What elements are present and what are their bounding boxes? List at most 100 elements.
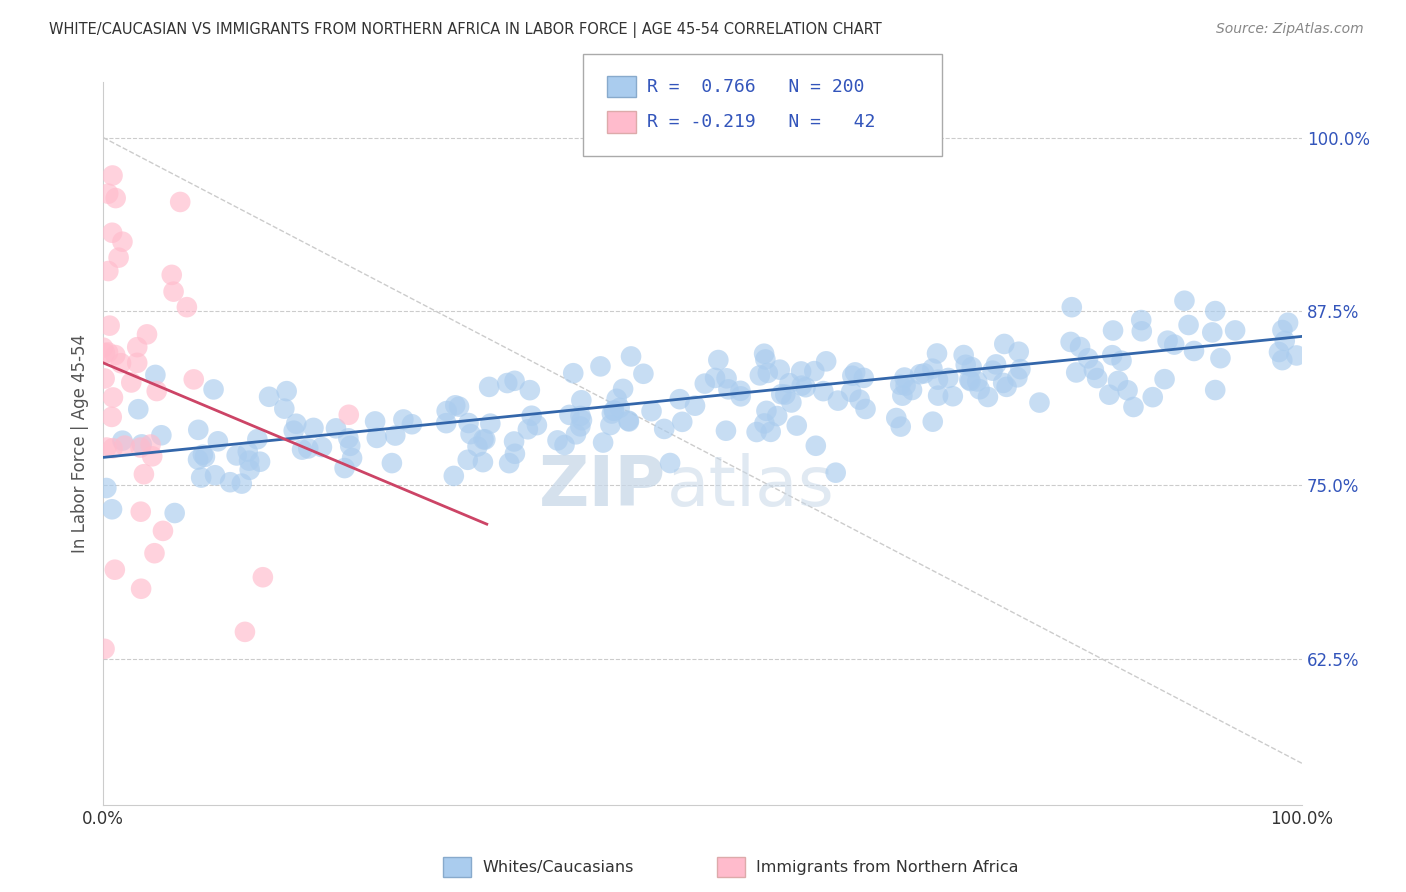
Point bbox=[231, 476, 253, 491]
Point bbox=[754, 417, 776, 431]
Point bbox=[238, 453, 260, 467]
Point bbox=[96, 441, 118, 455]
Point bbox=[803, 364, 825, 378]
Point bbox=[150, 428, 173, 442]
Point bbox=[617, 414, 640, 428]
Point bbox=[93, 641, 115, 656]
Point bbox=[141, 450, 163, 464]
Point bbox=[187, 423, 209, 437]
Point bbox=[447, 400, 470, 414]
Point bbox=[93, 371, 115, 385]
Point bbox=[191, 448, 214, 462]
Point bbox=[603, 404, 626, 418]
Point bbox=[129, 441, 152, 455]
Point bbox=[890, 419, 912, 434]
Point bbox=[995, 380, 1018, 394]
Point bbox=[766, 409, 789, 423]
Point bbox=[993, 337, 1015, 351]
Point bbox=[162, 285, 184, 299]
Point bbox=[101, 502, 124, 516]
Point bbox=[1201, 326, 1223, 340]
Point bbox=[236, 444, 259, 458]
Point bbox=[1130, 313, 1153, 327]
Point bbox=[471, 455, 494, 469]
Point bbox=[1274, 334, 1296, 348]
Point bbox=[714, 424, 737, 438]
Point bbox=[145, 384, 167, 398]
Point bbox=[633, 367, 655, 381]
Point bbox=[969, 382, 991, 396]
Point bbox=[957, 373, 980, 387]
Point bbox=[942, 389, 965, 403]
Point bbox=[1173, 293, 1195, 308]
Point bbox=[786, 418, 808, 433]
Point bbox=[204, 468, 226, 483]
Point bbox=[612, 382, 634, 396]
Point bbox=[960, 360, 983, 375]
Point bbox=[526, 418, 548, 433]
Text: ZIP: ZIP bbox=[540, 453, 666, 520]
Point bbox=[143, 546, 166, 560]
Point bbox=[163, 506, 186, 520]
Point bbox=[443, 469, 465, 483]
Point bbox=[498, 456, 520, 470]
Y-axis label: In Labor Force | Age 45-54: In Labor Force | Age 45-54 bbox=[72, 334, 89, 553]
Point bbox=[444, 398, 467, 412]
Point bbox=[1277, 316, 1299, 330]
Point bbox=[571, 413, 593, 427]
Point bbox=[921, 415, 943, 429]
Point bbox=[364, 414, 387, 428]
Point bbox=[97, 186, 120, 201]
Point bbox=[1182, 343, 1205, 358]
Point bbox=[1268, 345, 1291, 359]
Point bbox=[276, 384, 298, 398]
Point bbox=[959, 374, 981, 388]
Point bbox=[1098, 387, 1121, 401]
Point bbox=[759, 425, 782, 439]
Point bbox=[813, 384, 835, 398]
Point bbox=[460, 427, 482, 442]
Point bbox=[770, 387, 793, 401]
Point bbox=[1064, 366, 1087, 380]
Point bbox=[755, 404, 778, 418]
Point bbox=[589, 359, 612, 374]
Point bbox=[1059, 334, 1081, 349]
Text: Source: ZipAtlas.com: Source: ZipAtlas.com bbox=[1216, 22, 1364, 37]
Point bbox=[457, 416, 479, 430]
Point bbox=[824, 466, 846, 480]
Point bbox=[436, 404, 458, 418]
Point bbox=[1271, 323, 1294, 337]
Point bbox=[202, 383, 225, 397]
Point bbox=[554, 438, 576, 452]
Point bbox=[249, 455, 271, 469]
Point bbox=[606, 392, 628, 406]
Point bbox=[111, 434, 134, 448]
Point bbox=[927, 389, 949, 403]
Point bbox=[381, 456, 404, 470]
Point bbox=[176, 300, 198, 314]
Point bbox=[239, 463, 262, 477]
Point bbox=[730, 384, 752, 398]
Point bbox=[311, 440, 333, 454]
Point bbox=[503, 374, 526, 388]
Point bbox=[893, 370, 915, 384]
Point bbox=[1107, 374, 1129, 388]
Point bbox=[841, 368, 863, 383]
Point bbox=[337, 431, 360, 445]
Point bbox=[1085, 371, 1108, 385]
Point bbox=[730, 389, 752, 403]
Point bbox=[96, 481, 118, 495]
Point bbox=[183, 372, 205, 386]
Point bbox=[273, 401, 295, 416]
Point bbox=[520, 409, 543, 423]
Point bbox=[401, 417, 423, 432]
Point bbox=[291, 442, 314, 457]
Text: R =  0.766   N = 200: R = 0.766 N = 200 bbox=[647, 78, 865, 95]
Point bbox=[207, 434, 229, 449]
Point bbox=[609, 401, 631, 415]
Point bbox=[101, 442, 124, 456]
Point bbox=[1028, 395, 1050, 409]
Point bbox=[474, 433, 496, 447]
Point bbox=[101, 391, 124, 405]
Point bbox=[921, 361, 943, 376]
